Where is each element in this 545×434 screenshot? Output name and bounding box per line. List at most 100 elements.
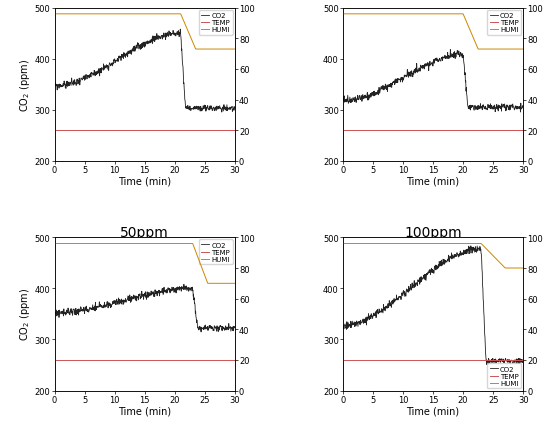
HUMI (460, 241, 467, 247)
CO2 (232, 325, 238, 330)
TEMP (460, 358, 467, 363)
CO2 (158, 37, 164, 42)
CO2 (421, 66, 428, 71)
Text: 100ppm: 100ppm (404, 226, 462, 240)
TEMP (172, 358, 178, 363)
HUMI (446, 12, 452, 17)
TEMP (446, 358, 452, 363)
HUMI (158, 12, 164, 17)
HUMI (520, 266, 526, 271)
CO2 (187, 287, 194, 293)
HUMI (460, 13, 467, 18)
HUMI (51, 12, 58, 17)
HUMI (476, 47, 482, 53)
HUMI (187, 34, 193, 39)
CO2 (517, 110, 524, 115)
Y-axis label: Temp / Humidity: Temp / Humidity (544, 45, 545, 125)
TEMP (421, 358, 428, 363)
TEMP (232, 358, 238, 363)
Line: HUMI: HUMI (54, 244, 235, 284)
TEMP (520, 358, 526, 363)
HUMI (172, 12, 178, 17)
Legend: CO2, TEMP, HUMI: CO2, TEMP, HUMI (487, 11, 521, 36)
CO2 (83, 304, 90, 309)
TEMP (158, 358, 164, 363)
TEMP (372, 358, 378, 363)
TEMP (187, 358, 193, 363)
HUMI (502, 266, 508, 271)
TEMP (475, 358, 482, 363)
CO2 (447, 48, 453, 53)
TEMP (51, 128, 58, 134)
CO2 (421, 272, 428, 277)
Line: HUMI: HUMI (54, 15, 235, 50)
Text: 50ppm: 50ppm (120, 226, 169, 240)
TEMP (133, 128, 140, 134)
CO2 (133, 294, 140, 299)
CO2 (187, 107, 194, 112)
TEMP (386, 358, 392, 363)
TEMP (421, 128, 428, 134)
HUMI (172, 241, 178, 247)
HUMI (205, 281, 211, 286)
CO2 (460, 250, 467, 255)
CO2 (468, 243, 474, 249)
CO2 (340, 324, 346, 329)
CO2 (133, 44, 140, 49)
CO2 (51, 84, 58, 89)
HUMI (232, 281, 238, 286)
TEMP (340, 358, 346, 363)
HUMI (98, 12, 104, 17)
HUMI (372, 241, 378, 247)
TEMP (133, 358, 140, 363)
HUMI (475, 241, 482, 247)
TEMP (386, 128, 392, 134)
HUMI (340, 12, 346, 17)
CO2 (476, 104, 482, 109)
CO2 (158, 289, 164, 294)
HUMI (133, 241, 140, 247)
TEMP (446, 128, 452, 134)
TEMP (98, 358, 104, 363)
Line: CO2: CO2 (54, 285, 235, 332)
CO2 (386, 298, 392, 303)
Legend: CO2, TEMP, HUMI: CO2, TEMP, HUMI (487, 364, 521, 388)
HUMI (421, 241, 428, 247)
HUMI (187, 241, 193, 247)
HUMI (386, 241, 392, 247)
TEMP (372, 128, 378, 134)
HUMI (83, 241, 90, 247)
TEMP (98, 128, 104, 134)
X-axis label: Time (min): Time (min) (407, 405, 459, 415)
HUMI (520, 47, 526, 53)
HUMI (386, 12, 392, 17)
HUMI (475, 47, 482, 53)
CO2 (198, 329, 204, 335)
CO2 (172, 288, 178, 293)
CO2 (461, 59, 467, 64)
TEMP (232, 128, 238, 134)
TEMP (520, 128, 526, 134)
Line: HUMI: HUMI (343, 15, 523, 50)
TEMP (475, 128, 482, 134)
Line: CO2: CO2 (343, 246, 523, 365)
CO2 (232, 108, 238, 113)
TEMP (83, 358, 90, 363)
Legend: CO2, TEMP, HUMI: CO2, TEMP, HUMI (199, 240, 233, 265)
CO2 (476, 247, 482, 252)
CO2 (446, 260, 452, 265)
CO2 (219, 110, 225, 115)
CO2 (520, 104, 526, 109)
Y-axis label: Temp / Humidity: Temp / Humidity (544, 274, 545, 354)
HUMI (158, 241, 164, 247)
Line: HUMI: HUMI (343, 244, 523, 268)
HUMI (421, 12, 428, 17)
TEMP (172, 128, 178, 134)
CO2 (83, 73, 90, 78)
HUMI (83, 12, 90, 17)
X-axis label: Time (min): Time (min) (407, 176, 459, 186)
CO2 (446, 54, 452, 59)
HUMI (446, 241, 452, 247)
CO2 (520, 358, 526, 364)
TEMP (187, 128, 193, 134)
